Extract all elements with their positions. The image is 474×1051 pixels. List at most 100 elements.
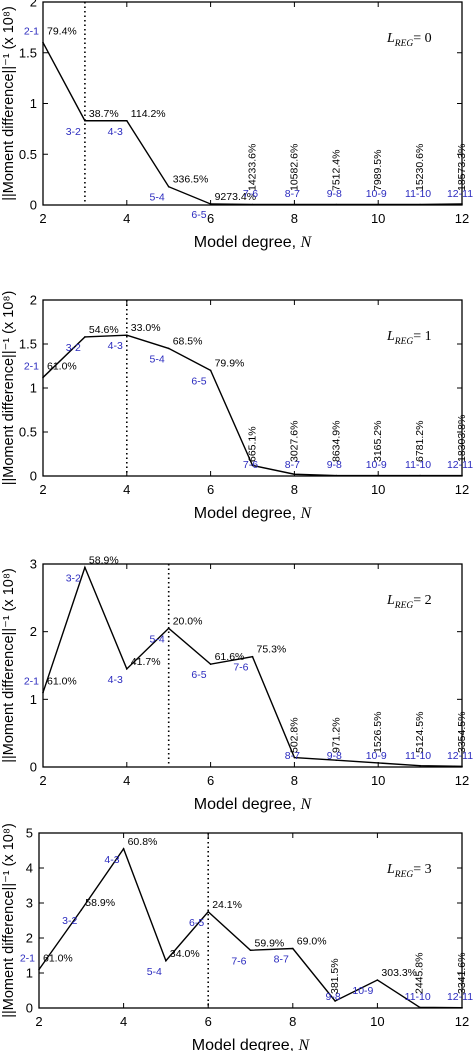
- y-tick-label: 2: [30, 0, 37, 10]
- percent-label: 18573.3%: [456, 144, 468, 191]
- percent-label: 5124.5%: [414, 712, 426, 753]
- y-axis-label: ||Moment difference||⁻¹ (x 10⁸): [1, 6, 17, 201]
- percent-label: 68.5%: [173, 335, 203, 347]
- legend-label: LREG= 3: [386, 862, 432, 880]
- pair-label: 4-3: [108, 674, 123, 686]
- data-point: [251, 464, 254, 467]
- data-point: [251, 203, 254, 206]
- data-point: [335, 203, 338, 206]
- percent-label: 303.3%: [381, 967, 417, 979]
- y-tick-label: 1.5: [19, 45, 37, 60]
- percent-label: 8634.9%: [330, 421, 342, 462]
- chart-panel-1: 2 4 6 8 10 12 0 0.5 1 1.5 2 Model degree, N ||Moment…: [1, 291, 473, 522]
- data-point: [126, 119, 128, 122]
- y-tick-label: 0: [30, 760, 37, 775]
- y-tick-label: 3: [26, 896, 33, 911]
- pair-label: 6-5: [189, 917, 204, 929]
- y-tick-label: 3: [30, 557, 37, 572]
- data-point: [38, 968, 40, 971]
- pair-label: 10-9: [366, 459, 387, 471]
- percent-label: 3354.5%: [456, 712, 468, 753]
- data-point: [419, 764, 421, 767]
- pair-label: 2-1: [24, 360, 39, 372]
- pair-label: 5-4: [150, 353, 165, 365]
- pair-label: 12-11: [447, 459, 473, 471]
- percent-label: 79.4%: [47, 26, 77, 38]
- percent-label: 41.7%: [131, 656, 161, 668]
- data-point: [122, 847, 125, 850]
- pair-label: 8-7: [285, 459, 300, 471]
- y-tick-label: 5: [26, 826, 33, 841]
- x-axis-label: Model degree, N: [194, 234, 313, 251]
- pair-label: 6-5: [191, 375, 206, 387]
- pair-label: 11-10: [405, 991, 431, 1003]
- x-tick-label: 4: [123, 773, 130, 788]
- percent-label: 69.0%: [297, 936, 327, 948]
- y-tick-label: 0: [26, 1001, 33, 1016]
- data-point: [376, 979, 379, 981]
- data-point: [377, 203, 380, 206]
- percent-label: 61.0%: [47, 676, 77, 688]
- percent-label: 10582.6%: [288, 144, 300, 191]
- pair-label: 2-1: [24, 26, 39, 38]
- data-point: [292, 947, 294, 950]
- y-tick-label: 0: [30, 469, 37, 484]
- percent-label: 3165.2%: [372, 421, 384, 462]
- y-tick-label: 2: [30, 293, 37, 308]
- x-tick-label: 10: [370, 1014, 384, 1029]
- data-point: [42, 691, 44, 694]
- x-tick-label: 12: [455, 1014, 469, 1029]
- data-point: [42, 41, 44, 44]
- percent-label: 24.1%: [212, 899, 242, 911]
- x-tick-label: 8: [291, 211, 298, 226]
- data-point: [167, 185, 170, 188]
- x-axis-label: Model degree, N: [192, 1037, 311, 1051]
- x-tick-label: 4: [123, 211, 130, 226]
- x-axis-label: Model degree, N: [194, 505, 313, 522]
- legend-label: LREG= 2: [386, 593, 432, 611]
- data-point: [209, 203, 212, 205]
- x-tick-label: 10: [371, 482, 385, 497]
- y-tick-label: 1: [30, 96, 37, 111]
- percent-label: 1526.5%: [372, 712, 384, 753]
- y-tick-label: 0: [30, 198, 37, 213]
- data-point: [335, 474, 338, 477]
- data-point: [377, 474, 380, 477]
- pair-label: 11-10: [405, 188, 431, 200]
- x-tick-label: 12: [455, 211, 469, 226]
- pair-label: 7-6: [243, 188, 258, 200]
- x-tick-label: 8: [291, 773, 298, 788]
- data-point: [293, 473, 296, 476]
- y-tick-label: 2: [30, 624, 37, 639]
- percent-label: 15230.6%: [414, 144, 426, 191]
- percent-label: 336.5%: [173, 174, 209, 186]
- pair-label: 5-4: [150, 192, 165, 204]
- y-tick-label: 1: [30, 692, 37, 707]
- y-tick-label: 1: [30, 381, 37, 396]
- plot-frame: [42, 563, 463, 768]
- data-point: [167, 347, 170, 350]
- pair-label: 8-7: [274, 954, 289, 966]
- pair-label: 3-2: [66, 126, 81, 138]
- data-point: [419, 474, 421, 477]
- data-point: [461, 1006, 463, 1009]
- pair-label: 7-6: [231, 955, 246, 967]
- percent-label: 59.9%: [255, 937, 285, 949]
- pair-label: 12-11: [447, 188, 473, 200]
- x-tick-label: 6: [207, 211, 214, 226]
- pair-label: 3-2: [66, 342, 81, 354]
- pair-label: 2-1: [20, 953, 35, 965]
- y-tick-label: 1.5: [19, 337, 37, 352]
- pair-label: 4-3: [104, 854, 119, 866]
- data-point: [84, 336, 86, 338]
- pair-label: 9-8: [327, 459, 342, 471]
- x-axis-label: Model degree, N: [194, 796, 313, 813]
- percent-label: 7512.4%: [330, 150, 342, 191]
- pair-label: 7-6: [243, 459, 258, 471]
- data-point: [42, 376, 44, 379]
- legend-label: LREG= 1: [386, 329, 432, 347]
- series-line: [42, 565, 463, 768]
